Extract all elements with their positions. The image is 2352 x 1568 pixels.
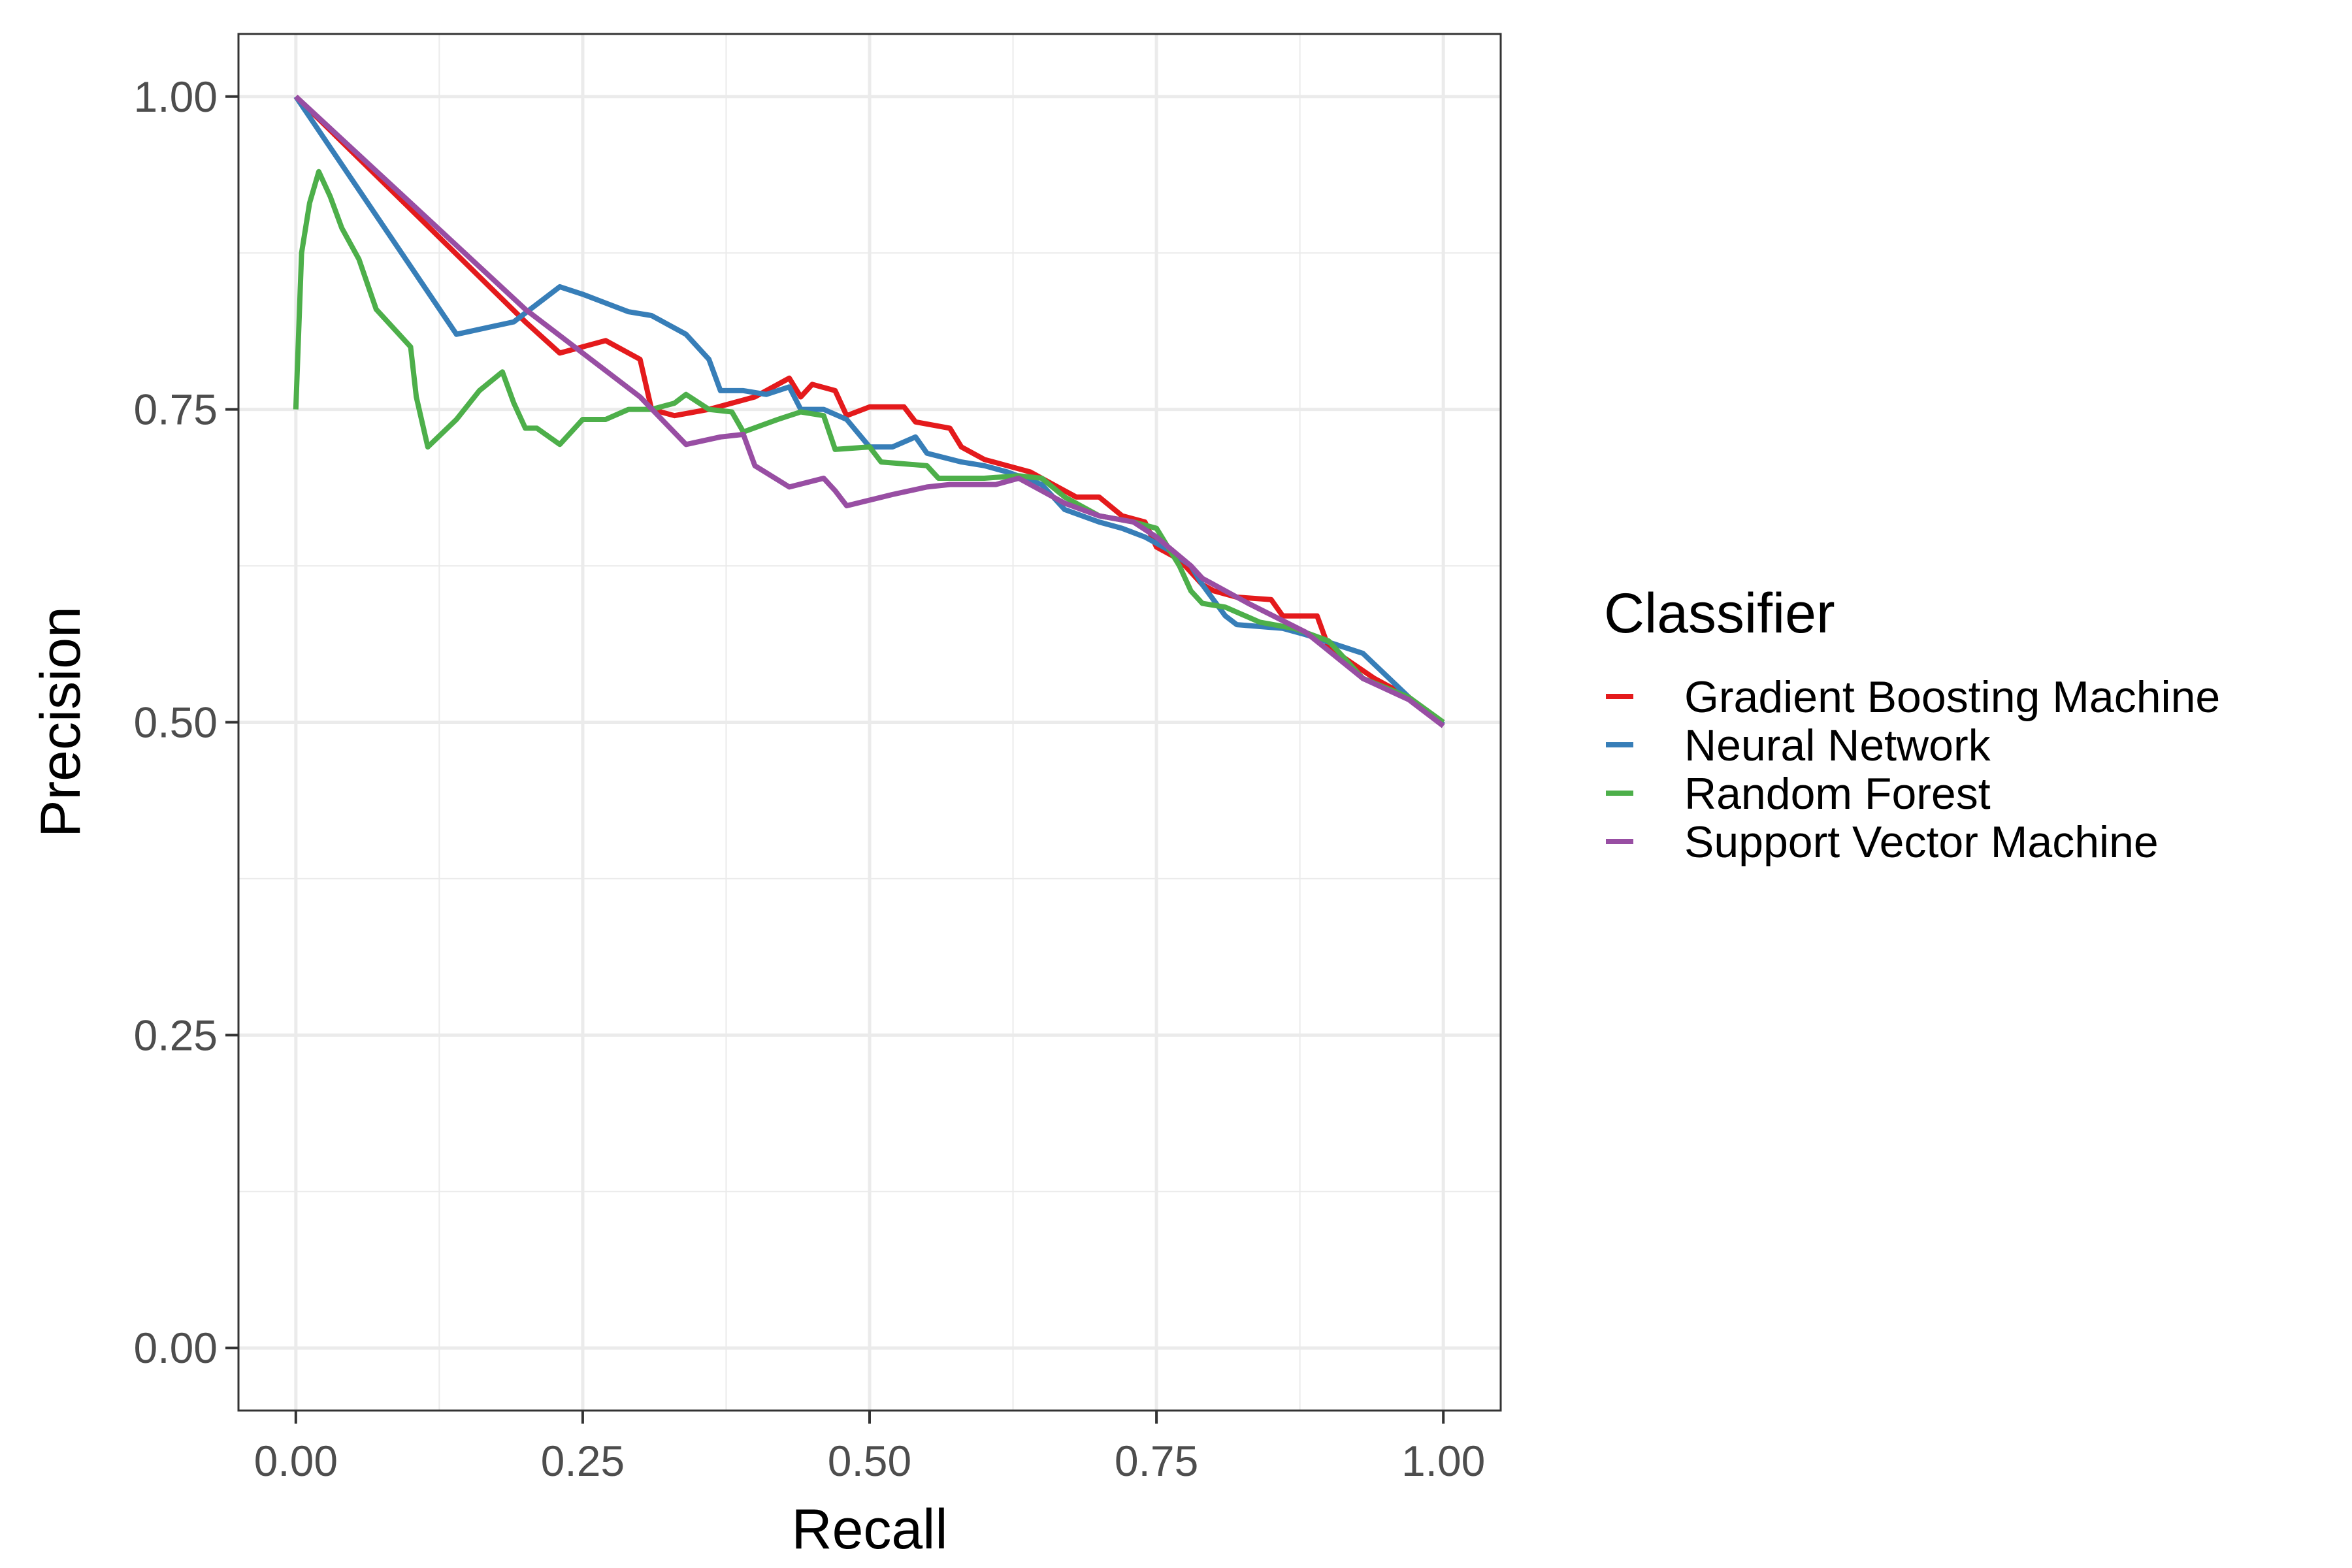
series-line-2	[293, 169, 1445, 725]
legend: Classifier Gradient Boosting MachineNeur…	[1604, 582, 2220, 867]
x-axis: 0.00 0.25 0.50 0.75 1.00	[254, 1411, 1485, 1485]
series-line-0	[293, 94, 1445, 727]
x-axis-title: Recall	[792, 1498, 948, 1561]
legend-label: Random Forest	[1684, 769, 1991, 819]
y-tick-label: 0.75	[134, 385, 218, 434]
x-tick-label: 0.25	[541, 1437, 625, 1485]
major-gridlines	[238, 34, 1501, 1411]
legend-label: Support Vector Machine	[1684, 817, 2159, 867]
legend-label: Neural Network	[1684, 721, 1991, 770]
series-lines	[293, 94, 1445, 728]
x-tick-label: 1.00	[1401, 1437, 1485, 1485]
y-axis: 0.00 0.25 0.50 0.75 1.00	[134, 73, 238, 1372]
x-tick-label: 0.50	[828, 1437, 911, 1485]
legend-label: Gradient Boosting Machine	[1684, 672, 2220, 722]
y-axis-title: Precision	[29, 606, 92, 838]
x-tick-label: 0.00	[254, 1437, 338, 1485]
plot-panel	[237, 33, 1502, 1412]
legend-title: Classifier	[1604, 582, 1835, 645]
y-tick-label: 0.50	[134, 698, 218, 747]
series-line-3	[294, 94, 1445, 728]
y-tick-label: 0.00	[134, 1324, 218, 1372]
x-tick-label: 0.75	[1115, 1437, 1198, 1485]
y-tick-label: 1.00	[134, 73, 218, 121]
y-tick-label: 0.25	[134, 1011, 218, 1059]
